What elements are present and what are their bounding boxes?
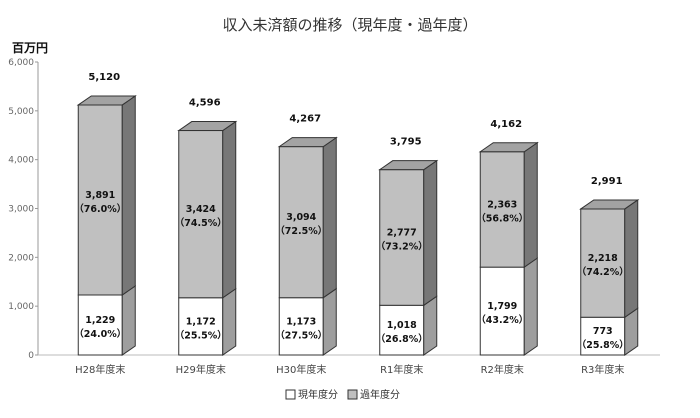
segment-value-label: 1,173 [286,316,316,327]
bar-segment-past-years-side [222,120,237,299]
bar-segment-past-years-side [121,95,136,296]
segment-percent-label: （74.5%） [175,217,227,229]
segment-percent-label: （27.5%） [275,329,327,341]
y-tick-label: 1,000 [8,302,34,312]
segment-percent-label: （74.2%） [577,266,629,278]
segment-percent-label: （43.2%） [476,314,528,326]
bar-top-face [579,199,640,210]
bar-group [76,95,640,356]
legend-label-current-year: 現年度分 [298,388,338,401]
y-tick-label: 3,000 [8,205,34,215]
bar-segment-current-year [379,304,425,356]
segment-value-label: 2,363 [487,199,517,210]
bar-segment-current-year-side [322,287,337,356]
bar-segment-past-years-side [322,136,337,299]
legend: 現年度分 過年度分 [285,388,400,401]
bar-top-face [378,160,439,171]
y-axis: 0 1,000 2,000 3,000 4,000 5,000 6,000 [8,58,660,361]
y-tick-label: 0 [28,351,34,361]
legend-swatch-current-year [285,389,296,400]
category-label: R3年度末 [581,363,624,376]
legend-label-past-years: 過年度分 [360,388,400,401]
bar-segment-current-year-side [523,257,538,356]
segment-percent-label: （25.5%） [175,329,227,341]
chart-title: 収入未済額の推移（現年度・過年度） [222,16,477,34]
bar-total-label: 5,120 [88,72,120,83]
category-label: H28年度末 [75,363,125,376]
bar-segment-past-years-side [423,159,438,307]
segment-value-label: 1,172 [186,316,216,327]
y-tick-label: 5,000 [8,107,34,117]
bar-segment-current-year-side [222,287,237,356]
bar-segment-past-years [278,146,324,299]
bar-segment-past-years [580,208,626,318]
segment-value-label: 2,777 [387,227,417,238]
label-group: 1,229 （24.0%） 3,891 （76.0%） 5,120 H28年度末 1,172… [74,72,628,376]
segment-percent-label: （76.0%） [74,203,126,215]
y-axis-unit-label: 百万円 [12,41,48,55]
bar-segment-past-years-side [523,141,538,269]
category-label: H30年度末 [276,363,326,376]
bar-top-face [177,121,238,132]
y-tick-label: 4,000 [8,156,34,166]
bar-total-label: 4,162 [490,119,522,130]
segment-percent-label: （56.8%） [476,212,528,224]
segment-value-label: 2,218 [588,253,618,264]
bar-total-label: 4,596 [189,98,221,109]
segment-value-label: 773 [593,326,613,337]
y-tick-label: 2,000 [8,253,34,263]
bar-segment-current-year [580,316,626,356]
bar-segment-current-year [77,294,123,356]
segment-percent-label: （73.2%） [376,240,428,252]
segment-value-label: 1,018 [387,320,417,331]
category-label: R2年度末 [481,363,524,376]
bar-top-face [76,95,137,106]
legend-swatch-past-years [347,389,358,400]
bar-segment-past-years-side [624,198,639,319]
bar-segment-past-years [77,104,123,296]
category-label: R1年度末 [380,363,423,376]
y-tick-label: 6,000 [8,58,34,68]
bar-segment-current-year-side [121,285,136,356]
bar-segment-past-years [379,169,425,306]
bar-segment-current-year-side [423,295,438,356]
segment-percent-label: （24.0%） [74,328,126,340]
segment-percent-label: （26.8%） [376,333,428,345]
bar-segment-current-year [178,297,224,356]
bar-total-label: 2,991 [591,176,623,187]
category-label: H29年度末 [176,363,226,376]
bar-top-face [277,137,338,148]
segment-value-label: 3,424 [186,204,216,215]
bar-top-face [478,142,539,153]
segment-value-label: 3,094 [286,212,316,223]
segment-percent-label: （72.5%） [275,225,327,237]
segment-percent-label: （25.8%） [577,339,629,351]
bar-total-label: 3,795 [390,137,422,148]
segment-value-label: 1,799 [487,301,517,312]
bar-total-label: 4,267 [289,114,321,125]
segment-value-label: 1,229 [85,315,115,326]
segment-value-label: 3,891 [85,190,115,201]
